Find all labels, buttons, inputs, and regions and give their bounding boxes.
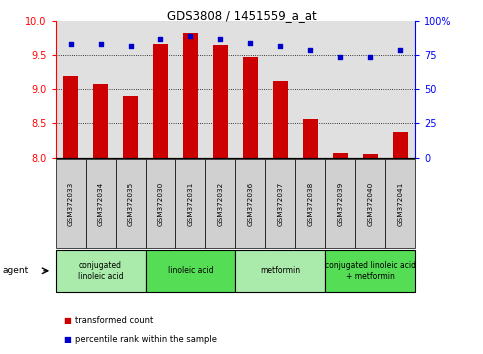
Text: GSM372031: GSM372031: [187, 181, 194, 226]
Text: GDS3808 / 1451559_a_at: GDS3808 / 1451559_a_at: [167, 9, 316, 22]
Bar: [363, 154, 378, 158]
Text: GSM372040: GSM372040: [368, 181, 373, 226]
Text: GSM372039: GSM372039: [338, 181, 343, 226]
Point: [307, 47, 314, 53]
Text: agent: agent: [2, 266, 28, 275]
Bar: [63, 76, 78, 158]
Text: GSM372037: GSM372037: [277, 181, 284, 226]
Bar: [273, 81, 288, 158]
Text: linoleic acid: linoleic acid: [168, 266, 213, 275]
Text: conjugated linoleic acid
+ metformin: conjugated linoleic acid + metformin: [325, 261, 416, 280]
Text: metformin: metformin: [260, 266, 300, 275]
Point: [247, 40, 255, 46]
Bar: [393, 132, 408, 158]
Point: [337, 54, 344, 59]
Point: [186, 33, 194, 39]
Bar: [213, 45, 228, 158]
Point: [97, 41, 104, 47]
Point: [397, 47, 404, 53]
Text: ■: ■: [63, 335, 71, 344]
Text: percentile rank within the sample: percentile rank within the sample: [75, 335, 217, 344]
Bar: [303, 119, 318, 158]
Text: GSM372041: GSM372041: [398, 181, 403, 226]
Bar: [183, 33, 198, 158]
Bar: [123, 96, 138, 158]
Point: [216, 36, 224, 42]
Text: GSM372033: GSM372033: [68, 181, 73, 226]
Text: transformed count: transformed count: [75, 316, 153, 325]
Bar: [93, 84, 108, 158]
Point: [127, 43, 134, 48]
Text: GSM372034: GSM372034: [98, 181, 103, 226]
Text: ■: ■: [63, 316, 71, 325]
Bar: [333, 153, 348, 158]
Bar: [153, 44, 168, 158]
Text: GSM372038: GSM372038: [307, 181, 313, 226]
Bar: [243, 57, 258, 158]
Point: [277, 43, 284, 48]
Text: GSM372036: GSM372036: [247, 181, 254, 226]
Point: [156, 36, 164, 42]
Text: GSM372032: GSM372032: [217, 181, 224, 226]
Point: [367, 54, 374, 59]
Point: [67, 41, 74, 47]
Text: conjugated
linoleic acid: conjugated linoleic acid: [78, 261, 123, 280]
Text: GSM372035: GSM372035: [128, 181, 133, 226]
Text: GSM372030: GSM372030: [157, 181, 164, 226]
